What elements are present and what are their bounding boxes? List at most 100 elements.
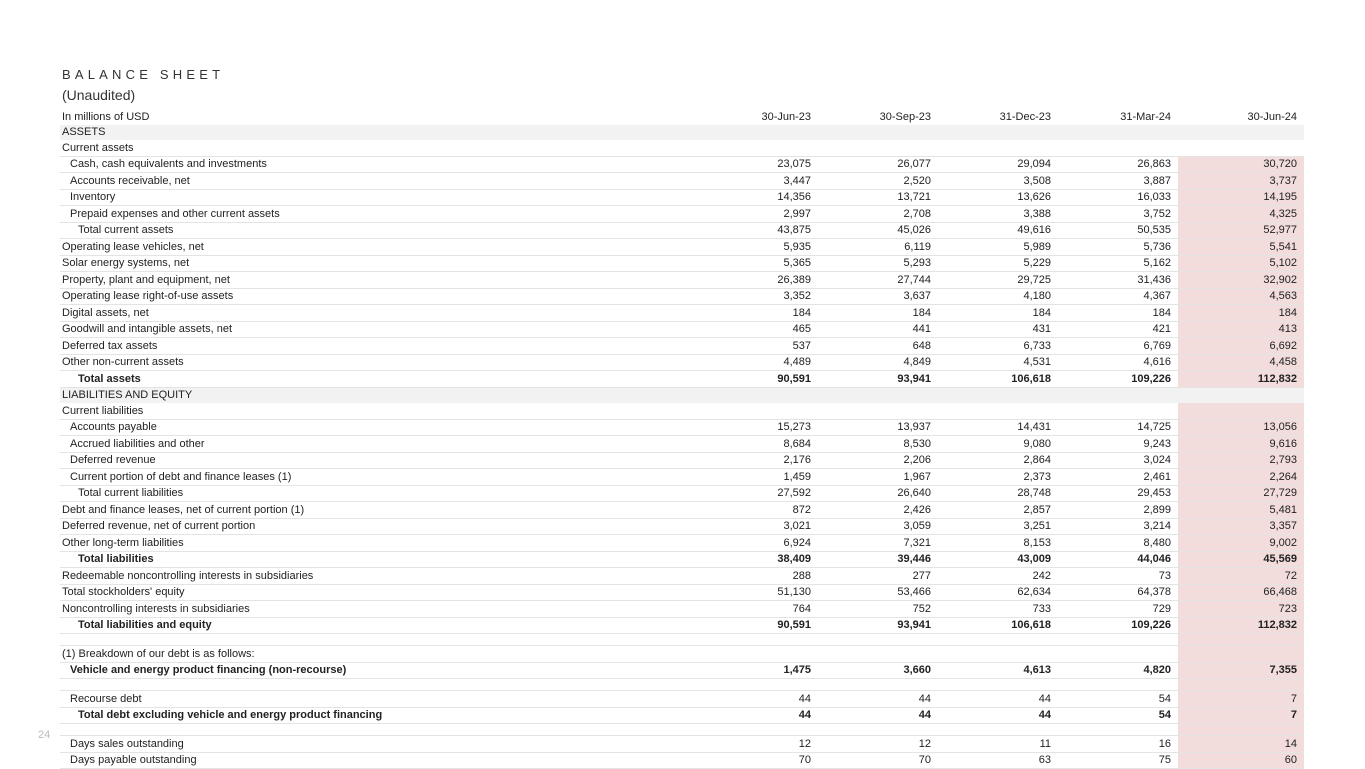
- value-cell: 49,616: [938, 222, 1058, 239]
- value-cell: 242: [938, 567, 1058, 585]
- value-cell: 44: [698, 707, 818, 724]
- value-cell: 764: [698, 600, 818, 618]
- value-cell: 29,725: [938, 271, 1058, 289]
- table-row: Days payable outstanding 70 70 63 75 60: [60, 752, 1304, 769]
- value-cell: 7: [1178, 707, 1304, 724]
- row-label: ASSETS: [60, 124, 698, 140]
- value-cell: 12: [818, 735, 938, 753]
- value-cell: 277: [818, 567, 938, 585]
- row-label: Current assets: [60, 140, 698, 157]
- row-label: Recourse debt: [60, 690, 698, 708]
- value-cell: 44: [818, 707, 938, 724]
- cell: [1058, 633, 1178, 646]
- value-cell: [938, 387, 1058, 403]
- row-label: Inventory: [60, 189, 698, 206]
- table-row: LIABILITIES AND EQUITY: [60, 387, 1304, 403]
- row-label: Total stockholders' equity: [60, 584, 698, 601]
- value-cell: 112,832: [1178, 617, 1304, 634]
- value-cell: [1058, 403, 1178, 420]
- value-cell: 1,459: [698, 468, 818, 486]
- value-cell: 3,251: [938, 518, 1058, 535]
- value-cell: 288: [698, 567, 818, 585]
- value-cell: [1058, 645, 1178, 663]
- value-cell: 4,820: [1058, 662, 1178, 679]
- value-cell: 13,721: [818, 189, 938, 206]
- row-label: Accounts receivable, net: [60, 172, 698, 190]
- cell: [1178, 678, 1304, 691]
- row-label: Accounts payable: [60, 419, 698, 436]
- value-cell: 3,508: [938, 172, 1058, 190]
- value-cell: 13,626: [938, 189, 1058, 206]
- value-cell: [698, 124, 818, 140]
- row-label: Total current liabilities: [60, 485, 698, 502]
- value-cell: 723: [1178, 600, 1304, 618]
- value-cell: 9,616: [1178, 435, 1304, 453]
- value-cell: 5,935: [698, 238, 818, 256]
- value-cell: 184: [1178, 304, 1304, 322]
- value-cell: 3,352: [698, 288, 818, 305]
- value-cell: 15,273: [698, 419, 818, 436]
- value-cell: [1178, 124, 1304, 140]
- value-cell: [818, 140, 938, 157]
- value-cell: 44: [938, 690, 1058, 708]
- value-cell: 3,388: [938, 205, 1058, 223]
- value-cell: 51,130: [698, 584, 818, 601]
- row-label: Deferred tax assets: [60, 337, 698, 355]
- value-cell: 184: [938, 304, 1058, 322]
- table-row: Total assets 90,591 93,941 106,618 109,226 11…: [60, 370, 1304, 388]
- cell: [60, 633, 698, 646]
- value-cell: 72: [1178, 567, 1304, 585]
- value-cell: 11: [938, 735, 1058, 753]
- value-cell: 23,075: [698, 156, 818, 173]
- row-label: Operating lease vehicles, net: [60, 238, 698, 256]
- value-cell: 32,902: [1178, 271, 1304, 289]
- value-cell: 44: [698, 690, 818, 708]
- column-header: 31-Dec-23: [999, 110, 1051, 123]
- row-label: Other long-term liabilities: [60, 534, 698, 552]
- value-cell: 4,180: [938, 288, 1058, 305]
- value-cell: 5,541: [1178, 238, 1304, 256]
- value-cell: 6,692: [1178, 337, 1304, 355]
- value-cell: [698, 403, 818, 420]
- row-label: Goodwill and intangible assets, net: [60, 321, 698, 338]
- value-cell: 44: [938, 707, 1058, 724]
- table-row: Current assets: [60, 140, 1304, 157]
- value-cell: 9,080: [938, 435, 1058, 453]
- row-label: Accrued liabilities and other: [60, 435, 698, 453]
- row-label: Property, plant and equipment, net: [60, 271, 698, 289]
- cell: [818, 723, 938, 736]
- cell: [60, 723, 698, 736]
- value-cell: 28,748: [938, 485, 1058, 502]
- value-cell: 4,489: [698, 354, 818, 371]
- value-cell: 93,941: [818, 370, 938, 388]
- value-cell: [1058, 387, 1178, 403]
- value-cell: 184: [1058, 304, 1178, 322]
- value-cell: 421: [1058, 321, 1178, 338]
- value-cell: 6,924: [698, 534, 818, 552]
- table-row: Inventory 14,356 13,721 13,626 16,033 14,195: [60, 189, 1304, 206]
- cell: [698, 723, 818, 736]
- value-cell: 9,002: [1178, 534, 1304, 552]
- value-cell: 5,293: [818, 255, 938, 272]
- value-cell: 112,832: [1178, 370, 1304, 388]
- value-cell: 3,737: [1178, 172, 1304, 190]
- row-label: Days payable outstanding: [60, 752, 698, 769]
- table-row: Total debt excluding vehicle and energy …: [60, 707, 1304, 724]
- value-cell: 8,530: [818, 435, 938, 453]
- table-row: Goodwill and intangible assets, net 465 44…: [60, 321, 1304, 338]
- value-cell: 53,466: [818, 584, 938, 601]
- value-cell: [938, 403, 1058, 420]
- value-cell: 70: [698, 752, 818, 769]
- value-cell: 7,355: [1178, 662, 1304, 679]
- value-cell: 27,744: [818, 271, 938, 289]
- row-label: Solar energy systems, net: [60, 255, 698, 272]
- value-cell: [698, 140, 818, 157]
- table-row: Deferred revenue, net of current portion…: [60, 518, 1304, 535]
- table-row: Cash, cash equivalents and investments 23…: [60, 156, 1304, 173]
- row-label: Deferred revenue, net of current portion: [60, 518, 698, 535]
- value-cell: 14,195: [1178, 189, 1304, 206]
- column-header: 30-Jun-24: [1247, 110, 1297, 123]
- value-cell: 648: [818, 337, 938, 355]
- value-cell: 2,206: [818, 452, 938, 469]
- cell: [1058, 678, 1178, 691]
